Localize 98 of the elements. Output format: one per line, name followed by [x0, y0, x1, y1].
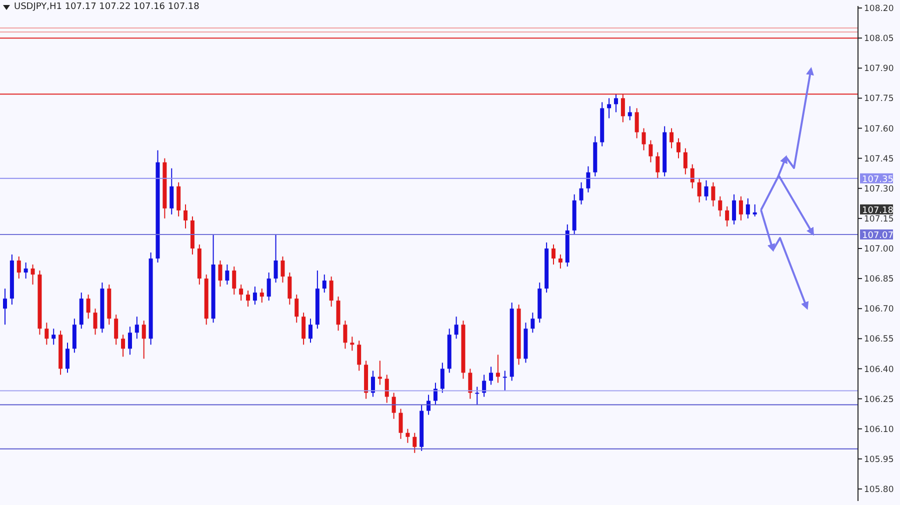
- candlestick: [586, 166, 590, 193]
- candlestick: [634, 108, 639, 139]
- candlestick: [475, 386, 480, 406]
- candlestick: [357, 340, 362, 372]
- candlestick: [128, 326, 132, 356]
- y-tick-label: 108.20: [864, 4, 894, 14]
- y-tick-label: 105.95: [864, 454, 894, 465]
- y-tick-label: 107.45: [864, 154, 894, 164]
- candlestick: [711, 182, 716, 207]
- candlestick: [3, 288, 7, 326]
- candlestick: [426, 394, 431, 416]
- candlestick: [718, 196, 722, 217]
- candlestick: [552, 244, 556, 266]
- candlestick: [142, 320, 146, 360]
- y-tick-label: 107.30: [864, 184, 894, 194]
- candlestick: [656, 152, 660, 179]
- candlestick: [114, 314, 118, 346]
- candlestick: [628, 106, 632, 121]
- candlestick: [614, 94, 618, 113]
- candlestick: [482, 374, 486, 398]
- candlestick: [93, 308, 98, 336]
- y-tick-label: 106.85: [864, 274, 894, 285]
- candlestick: [288, 272, 292, 306]
- candlestick: [725, 206, 730, 227]
- y-tick-label: 107.90: [864, 64, 894, 74]
- candlestick: [440, 362, 444, 394]
- candlestick: [343, 320, 348, 350]
- candlestick: [704, 180, 708, 201]
- y-tick-label: 106.25: [864, 394, 894, 405]
- y-tick-label: 106.10: [864, 424, 894, 435]
- candlestick: [579, 182, 584, 205]
- candlestick: [502, 370, 507, 392]
- candlestick: [412, 432, 417, 454]
- y-tick-label: 106.55: [864, 334, 894, 345]
- candlestick: [170, 168, 174, 215]
- candlestick: [121, 334, 126, 358]
- candlestick: [52, 328, 56, 346]
- y-tick-label: 107.15: [864, 214, 894, 224]
- price-tag: 107.07: [860, 229, 894, 241]
- chart-title: USDJPY,H1 107.17 107.22 107.16 107.18: [14, 2, 200, 12]
- y-tick-label: 107.75: [864, 94, 894, 104]
- candlestick: [697, 178, 702, 203]
- y-tick-label: 107.00: [864, 244, 894, 255]
- candlestick: [607, 98, 612, 119]
- candlestick: [280, 256, 285, 284]
- candlestick: [302, 312, 306, 346]
- price-tag: 107.18: [860, 204, 894, 216]
- y-tick-label: 106.40: [864, 364, 894, 375]
- candlestick: [398, 408, 403, 440]
- candlestick: [134, 316, 139, 340]
- candlestick: [489, 366, 494, 386]
- candlestick: [322, 274, 326, 294]
- candlestick: [746, 198, 750, 219]
- candlestick: [406, 428, 410, 444]
- candlestick: [16, 256, 21, 280]
- candlestick: [350, 336, 354, 352]
- y-tick-label: 106.70: [864, 304, 894, 315]
- candlestick: [752, 204, 757, 217]
- candlestick: [642, 128, 646, 151]
- candlestick: [252, 286, 257, 306]
- candlestick: [232, 266, 236, 296]
- candlestick: [218, 260, 222, 288]
- candlestick: [24, 262, 28, 280]
- price-tag: 107.35: [860, 173, 894, 185]
- y-tick-label: 105.80: [864, 484, 894, 495]
- candlestick: [670, 128, 674, 149]
- candlestick: [392, 392, 396, 420]
- candlestick: [738, 196, 743, 221]
- candlestick: [65, 342, 70, 374]
- candlestick: [44, 322, 49, 346]
- candlestick: [184, 204, 188, 229]
- candlestick: [676, 138, 680, 159]
- candlestick: [225, 264, 230, 286]
- candlestick: [648, 140, 653, 163]
- candlestick: [683, 148, 688, 175]
- candlestick: [266, 272, 271, 302]
- candlestick: [370, 370, 375, 398]
- candlestick: [384, 374, 389, 404]
- candlestick: [274, 234, 278, 284]
- candlestick: [294, 294, 299, 324]
- candlestick: [433, 382, 438, 406]
- candlestick: [308, 318, 312, 344]
- candlestick: [378, 360, 382, 386]
- candlestick: [86, 294, 90, 320]
- candlestick: [496, 354, 500, 384]
- candlestick: [239, 284, 244, 302]
- candlestick: [246, 290, 250, 308]
- candlestick: [468, 368, 472, 400]
- candlestick: [690, 164, 694, 189]
- candlestick: [530, 312, 535, 334]
- candlestick: [732, 194, 736, 225]
- candlestick: [558, 254, 562, 270]
- candlestick: [260, 288, 264, 304]
- y-tick-label: 108.05: [864, 34, 894, 44]
- candlestick: [30, 264, 35, 286]
- candlestick: [454, 316, 458, 340]
- candlestick: [329, 276, 334, 308]
- y-tick-label: 107.60: [864, 124, 894, 134]
